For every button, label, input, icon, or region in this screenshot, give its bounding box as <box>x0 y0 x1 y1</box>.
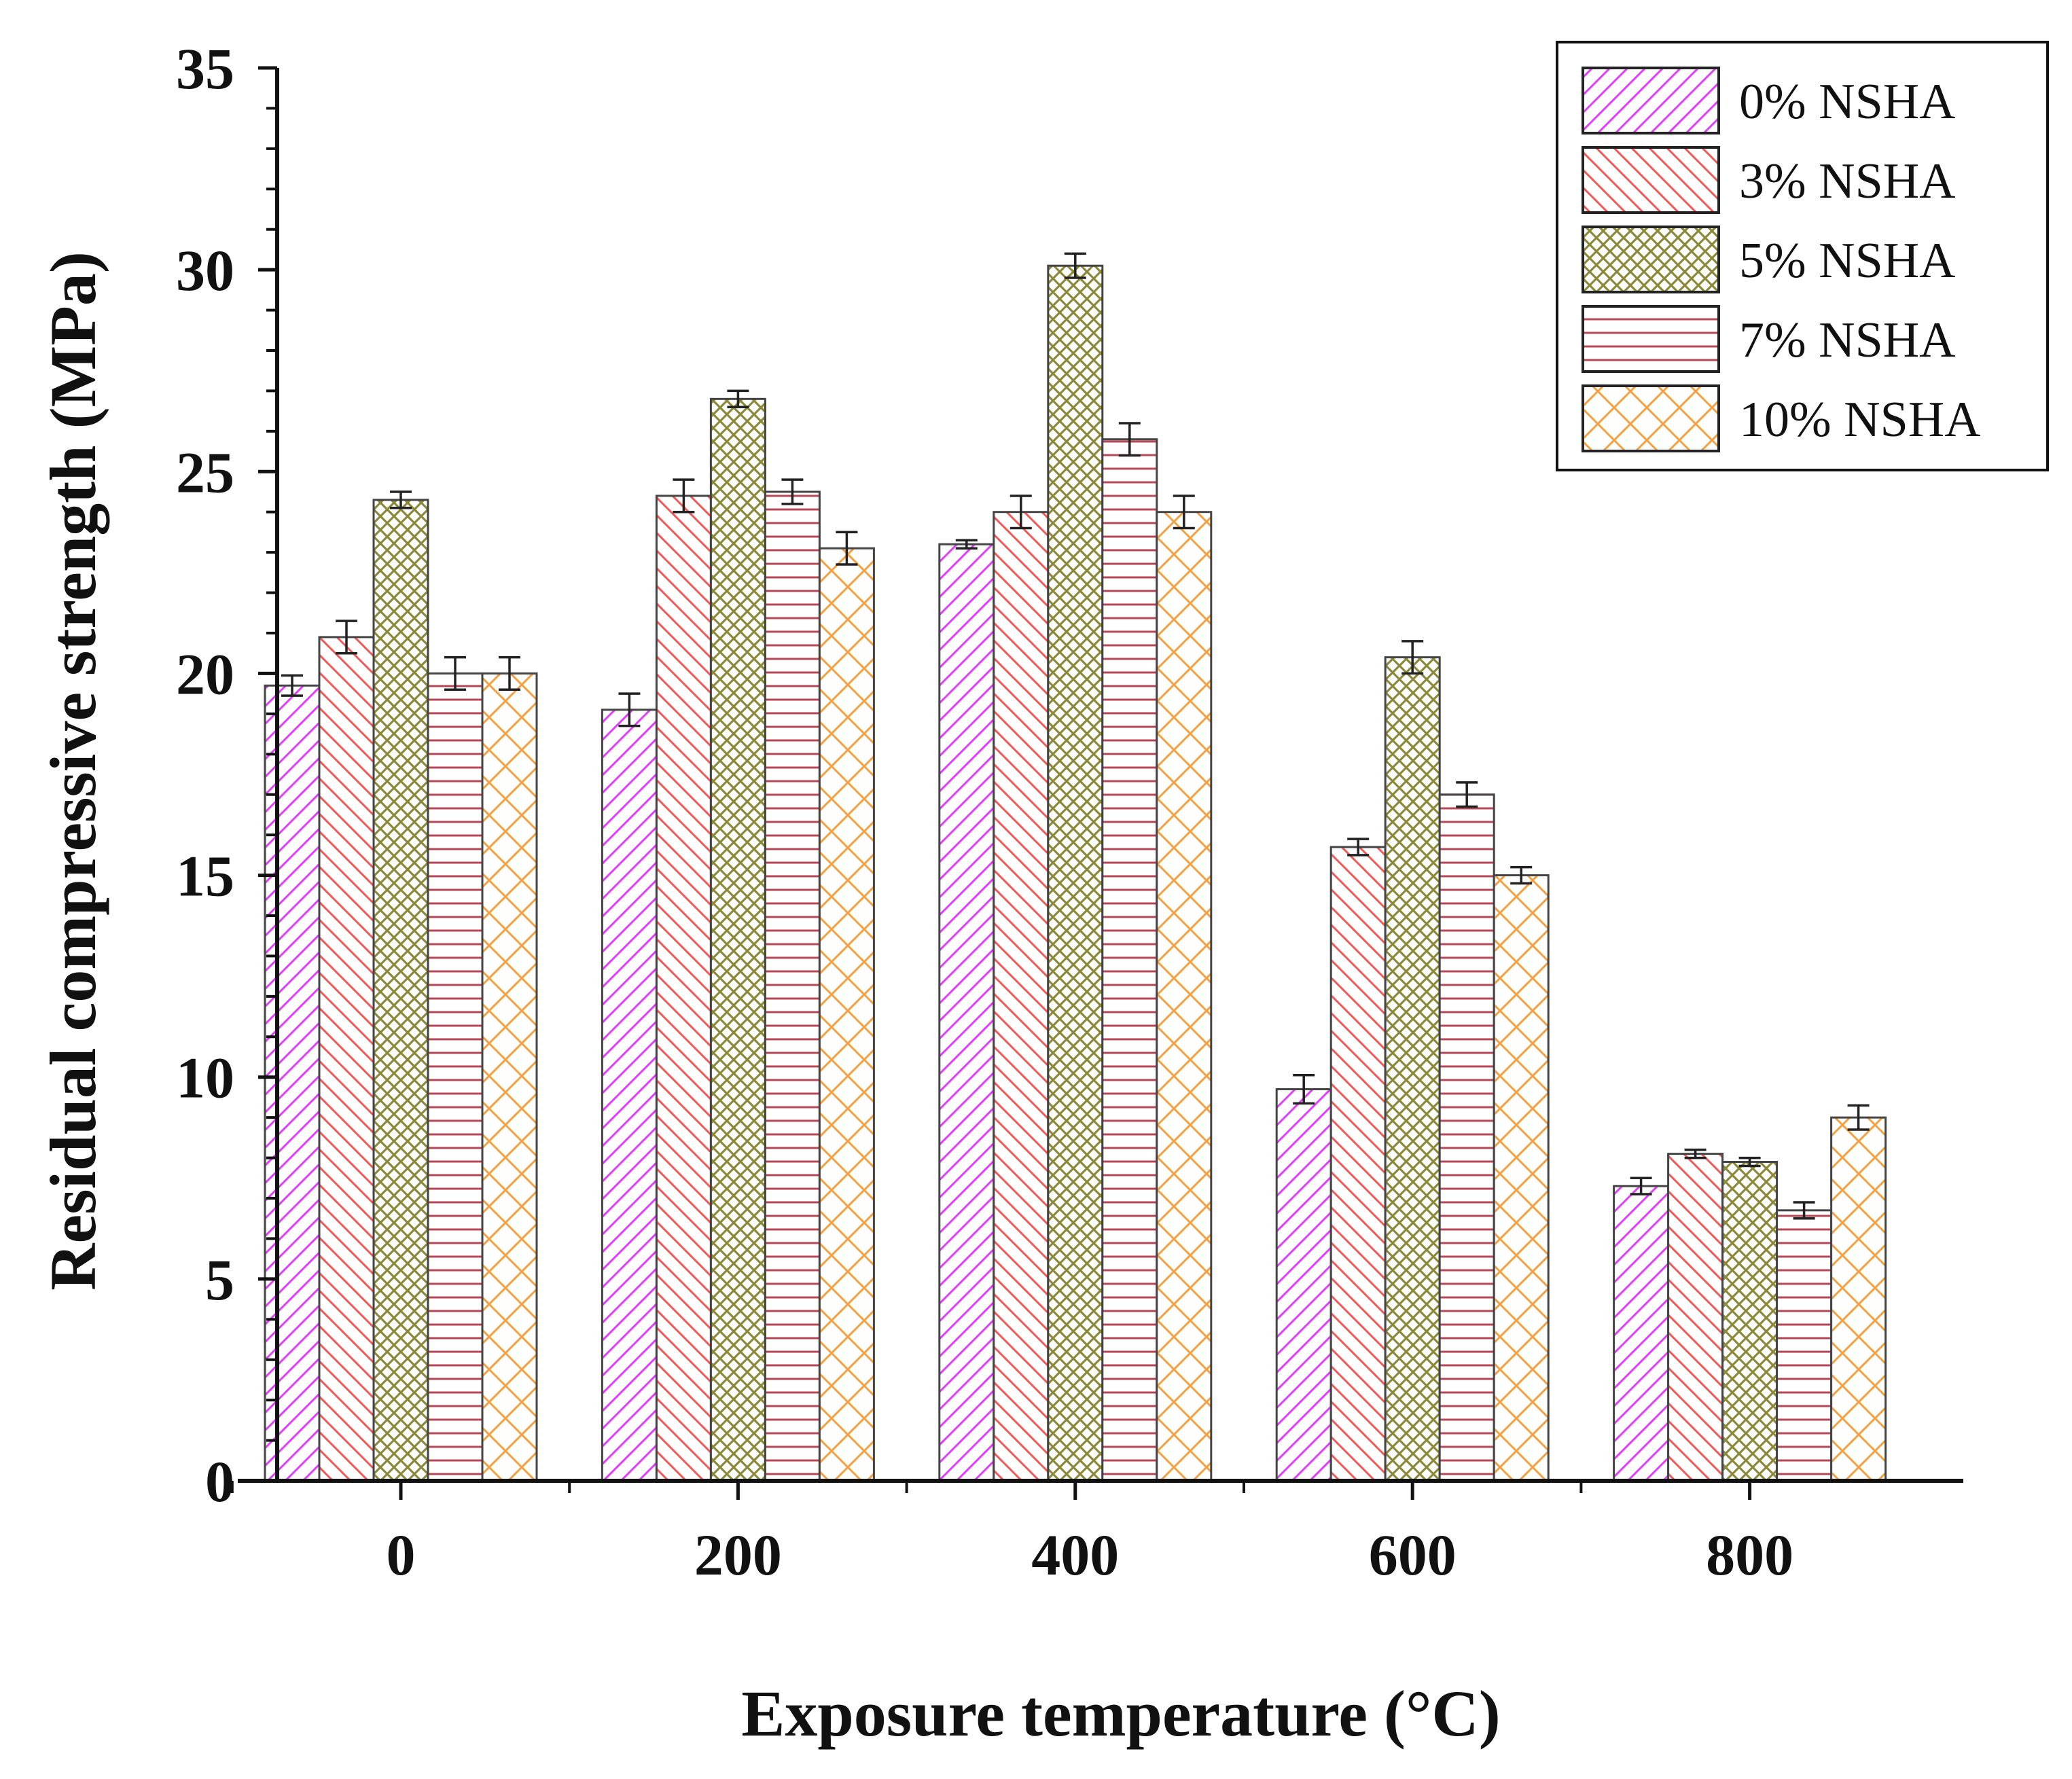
bar-0nsha-200 <box>601 708 658 1482</box>
error-bar <box>1347 838 1370 857</box>
legend: 0% NSHA 3% NSHA 5% NSHA 7% NSHA 10% NSHA <box>1556 41 2049 471</box>
error-bar <box>1738 1156 1761 1168</box>
legend-label: 3% NSHA <box>1739 154 1956 209</box>
legend-label: 5% NSHA <box>1739 233 1956 289</box>
x-axis-title: Exposure temperature (°C) <box>741 1677 1500 1750</box>
bar-3nsha-400 <box>993 511 1050 1482</box>
bar-7nsha-400 <box>1101 438 1158 1482</box>
y-tick-label: 5 <box>205 1247 234 1312</box>
axes-layer <box>238 68 1963 1483</box>
legend-label: 0% NSHA <box>1739 74 1956 130</box>
legend-swatch <box>1582 146 1720 214</box>
error-bar <box>1510 865 1533 885</box>
bar-5nsha-600 <box>1384 656 1441 1482</box>
error-bar <box>1064 252 1086 279</box>
error-bar <box>1173 495 1195 530</box>
y-tick-label: 0 <box>205 1449 234 1514</box>
x-tick-label: 800 <box>1706 1522 1793 1587</box>
y-tick-label: 35 <box>176 36 234 101</box>
bar-3nsha-200 <box>655 495 712 1482</box>
error-bar <box>336 619 357 655</box>
bar-3nsha-800 <box>1667 1153 1724 1482</box>
x-tick-label: 600 <box>1369 1522 1457 1587</box>
error-bar <box>1630 1176 1652 1196</box>
bar-5nsha-0 <box>372 499 429 1482</box>
error-bar <box>390 490 412 509</box>
bar-7nsha-200 <box>764 490 821 1482</box>
bar-7nsha-600 <box>1438 793 1495 1482</box>
bar-0nsha-600 <box>1275 1088 1332 1482</box>
bar-5nsha-400 <box>1047 264 1104 1482</box>
error-bar <box>1293 1073 1315 1105</box>
bar-10nsha-0 <box>481 672 538 1482</box>
error-bar <box>499 655 520 691</box>
bar-5nsha-200 <box>709 397 766 1482</box>
bar-10nsha-600 <box>1493 874 1550 1482</box>
error-bar <box>1847 1104 1870 1131</box>
error-bar <box>281 674 303 697</box>
error-bar <box>727 389 749 408</box>
bar-0nsha-800 <box>1613 1185 1670 1482</box>
error-bar <box>673 478 695 514</box>
y-tick-label: 10 <box>176 1045 234 1111</box>
bars-layer <box>264 264 1887 1482</box>
legend-swatch <box>1582 67 1720 134</box>
error-bars-layer <box>281 252 1870 1220</box>
legend-swatch <box>1582 305 1720 373</box>
error-bar <box>1118 422 1141 457</box>
legend-swatch <box>1582 226 1720 293</box>
legend-swatch <box>1582 384 1720 452</box>
bar-5nsha-800 <box>1721 1161 1779 1482</box>
y-tick-label: 20 <box>176 641 234 706</box>
error-bar <box>444 655 466 691</box>
bar-10nsha-400 <box>1156 511 1213 1482</box>
error-bar <box>1793 1201 1815 1220</box>
bar-7nsha-800 <box>1776 1209 1833 1482</box>
y-axis-title: Residual compressive strength (MPa) <box>37 251 109 1291</box>
legend-label: 7% NSHA <box>1739 312 1956 368</box>
x-tick-label: 0 <box>387 1522 416 1587</box>
bar-3nsha-600 <box>1329 846 1387 1482</box>
error-bar <box>1684 1148 1707 1160</box>
bar-0nsha-0 <box>264 684 321 1482</box>
error-bar <box>781 478 804 505</box>
error-bar <box>618 692 641 727</box>
x-tick-label: 200 <box>694 1522 782 1587</box>
error-bar <box>1456 781 1478 808</box>
y-tick-label: 15 <box>176 844 234 909</box>
error-bar <box>836 531 858 566</box>
y-tick-label: 30 <box>176 238 234 303</box>
ticks-layer: 0 5 10 15 20 25 30 35 0 200 400 600 800 <box>176 36 1793 1587</box>
bar-0nsha-400 <box>938 543 995 1482</box>
y-tick-label: 25 <box>176 439 234 505</box>
error-bar <box>1401 640 1424 675</box>
legend-label: 10% NSHA <box>1739 392 1981 448</box>
bar-7nsha-0 <box>427 672 484 1482</box>
error-bar <box>1010 495 1032 530</box>
bar-10nsha-200 <box>818 547 875 1482</box>
x-tick-label: 400 <box>1031 1522 1119 1587</box>
error-bar <box>955 539 978 550</box>
bar-10nsha-800 <box>1830 1116 1887 1482</box>
bar-3nsha-0 <box>318 636 375 1482</box>
